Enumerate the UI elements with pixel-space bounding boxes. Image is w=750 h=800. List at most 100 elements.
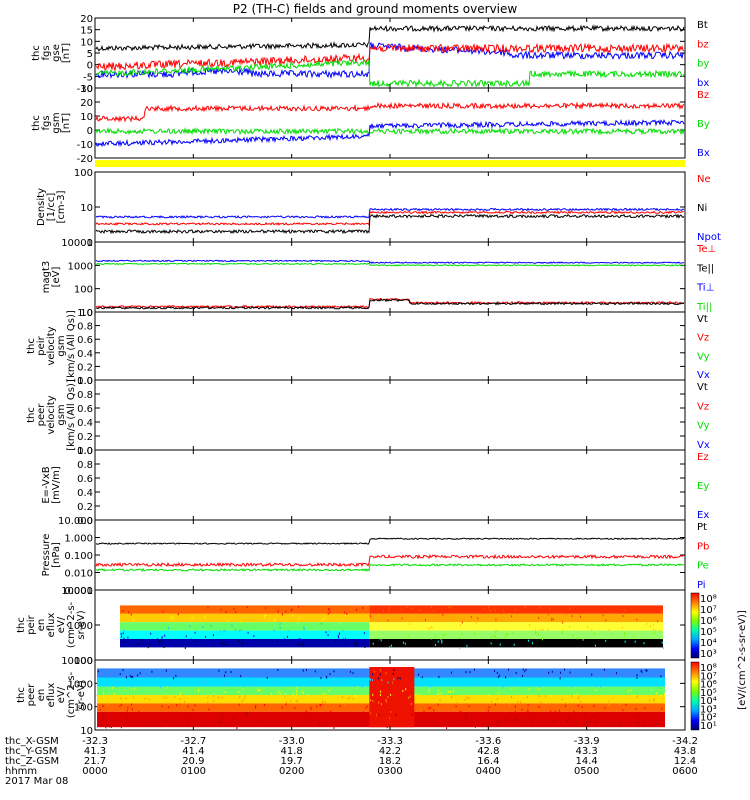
spectrogram-pixel (466, 644, 468, 647)
spectrogram-pixel (524, 670, 526, 673)
spectrogram-pixel (428, 690, 430, 693)
series-Te-par (95, 298, 684, 310)
spectrogram-pixel (379, 669, 381, 672)
spectrogram-pixel (323, 617, 325, 620)
spectrogram-pixel (437, 693, 439, 696)
spectrogram-pixel (234, 628, 236, 631)
spectrogram-pixel (168, 702, 170, 705)
spectrogram-pixel (646, 622, 648, 625)
spectrogram-pixel (265, 613, 267, 616)
y-tick-label: 10 (80, 37, 93, 48)
legend-Vx: Vx (697, 370, 710, 381)
spectrogram-pixel (634, 694, 636, 697)
panel-frame (94, 241, 686, 313)
spectrogram-pixel (173, 677, 175, 680)
spectrogram-pixel (636, 676, 638, 679)
spectrogram-pixel (341, 696, 343, 699)
panel-frame (94, 519, 686, 591)
spectrogram-pixel (553, 719, 555, 722)
ephemeris-value: 0100 (181, 766, 206, 777)
spectrogram-pixel (113, 693, 115, 696)
spectrogram-pixel (339, 704, 341, 707)
spectrogram-pixel (310, 706, 312, 709)
spectrogram-pixel (539, 686, 541, 689)
y-label-line: fgs (41, 45, 52, 60)
spectrogram-pixel (580, 700, 582, 703)
spectrogram-pixel (194, 631, 196, 634)
spectrogram-pixel (327, 612, 329, 615)
spectrogram-pixel (346, 612, 348, 615)
y-label-line: en (36, 619, 47, 632)
spectrogram-pixel (429, 688, 431, 691)
spectrogram-pixel (343, 703, 345, 706)
spectrogram-pixel (219, 630, 221, 633)
spectrogram-pixel (167, 627, 169, 630)
spectrogram-pixel (494, 609, 496, 612)
spectrogram-pixel (345, 637, 347, 640)
spectrogram-pixel (303, 644, 305, 647)
spectrogram-pixel (132, 619, 134, 622)
spectrogram-pixel (586, 721, 588, 724)
spectrogram-pixel (270, 692, 272, 695)
spectrogram-pixel (344, 678, 346, 681)
spectrogram-pixel (130, 676, 132, 679)
y-tick-label: 10 (80, 726, 93, 737)
ephemeris-value: 0500 (574, 766, 599, 777)
y-axis-label: thc peer velocity gsm [km/s (All Qs)] (26, 379, 77, 451)
spectrogram-pixel (604, 706, 606, 709)
spectrogram-pixel (371, 673, 373, 676)
y-tick-label: 0.4 (77, 418, 93, 429)
spectrogram-pixel (370, 615, 372, 618)
spectrogram-pixel (221, 696, 223, 699)
spectrogram-pixel (495, 630, 497, 633)
spectrogram-pixel (354, 642, 356, 645)
spectrogram-pixel (540, 700, 542, 703)
spectrogram-pixel (526, 696, 528, 699)
y-tick-label: 5 (87, 49, 93, 60)
spectrogram-peer_flux (97, 667, 666, 730)
legend-Pe: Pe (697, 561, 709, 572)
spectrogram-pixel (521, 708, 523, 711)
spectrogram-pixel (643, 642, 645, 645)
spectrogram-pixel (474, 725, 476, 728)
series-bx (95, 41, 685, 80)
ephemeris-value: -32.3 (82, 736, 108, 747)
y-tick-label: 0.4 (77, 349, 93, 360)
spectrogram-pixel (366, 705, 368, 708)
spectrogram-pixel (428, 707, 430, 710)
spectrogram-pixel (442, 614, 444, 617)
spectrogram-pixel (504, 680, 506, 683)
spectrogram-pixel (620, 681, 622, 684)
spectrogram-pixel (460, 624, 462, 627)
spectrogram-pixel (551, 670, 553, 673)
spectrogram-pixel (494, 669, 496, 672)
spectrogram-pixel (460, 723, 462, 726)
ephemeris-value: -34.2 (672, 736, 698, 747)
spectrogram-pixel (515, 672, 517, 675)
spectrogram-pixel (437, 689, 439, 692)
y-label-line: velocity (46, 395, 57, 434)
spectrogram-pixel (305, 669, 307, 672)
spectrogram-pixel (547, 628, 549, 631)
spectrogram-pixel (520, 701, 522, 704)
spectrogram-pixel (409, 695, 411, 698)
spectrogram-pixel (401, 617, 403, 620)
spectrogram-pixel (621, 626, 623, 629)
spectrogram-pixel (277, 610, 279, 613)
spectrogram-pixel (636, 612, 638, 615)
spectrogram-pixel (437, 640, 439, 643)
spectrogram-pixel (281, 706, 283, 709)
spectrogram-pixel (131, 686, 133, 689)
ephemeris-value: 43.8 (674, 746, 696, 757)
y-tick-label: 1.0 (77, 376, 93, 387)
y-tick-label: 10 (80, 112, 93, 123)
spectrogram-pixel (579, 612, 581, 615)
ephemeris-value: 0300 (377, 766, 402, 777)
y-tick-label: 0.2 (77, 362, 93, 373)
spectrogram-pixel (338, 636, 340, 639)
colorbar-tick: 10⁶ (700, 616, 717, 627)
spectrogram-pixel (430, 626, 432, 629)
spectrogram-pixel (655, 629, 657, 632)
panel-frame (94, 379, 686, 451)
